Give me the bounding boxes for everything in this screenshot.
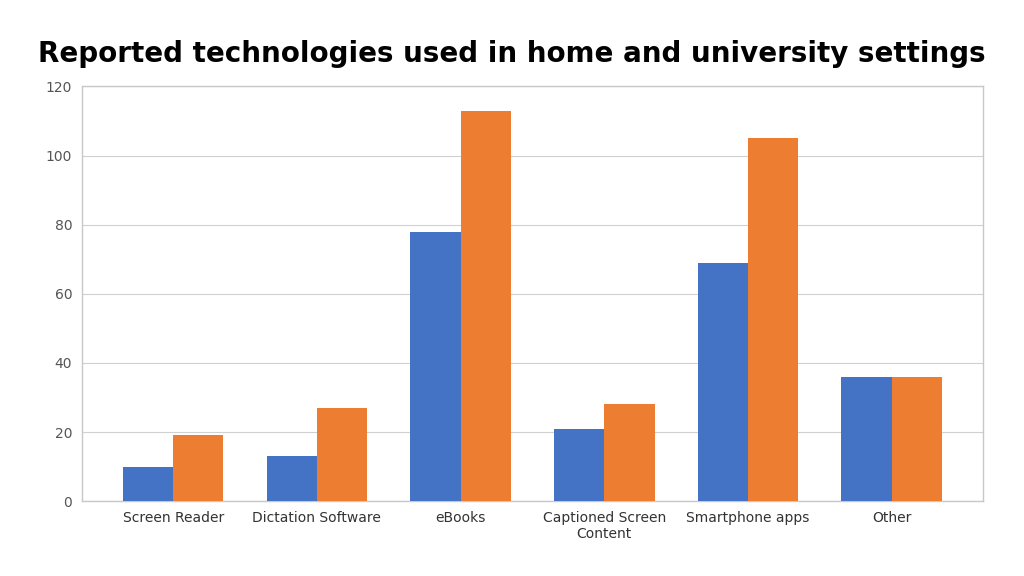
Bar xyxy=(266,456,316,501)
Bar xyxy=(123,467,173,501)
Bar xyxy=(842,377,892,501)
Bar xyxy=(173,435,223,501)
Bar xyxy=(749,138,799,501)
Bar xyxy=(316,408,368,501)
Bar xyxy=(411,232,461,501)
Bar xyxy=(697,263,749,501)
Bar xyxy=(461,111,511,501)
Bar xyxy=(604,404,654,501)
Text: Reported technologies used in home and university settings: Reported technologies used in home and u… xyxy=(38,40,986,69)
Bar xyxy=(554,429,604,501)
Bar xyxy=(892,377,942,501)
